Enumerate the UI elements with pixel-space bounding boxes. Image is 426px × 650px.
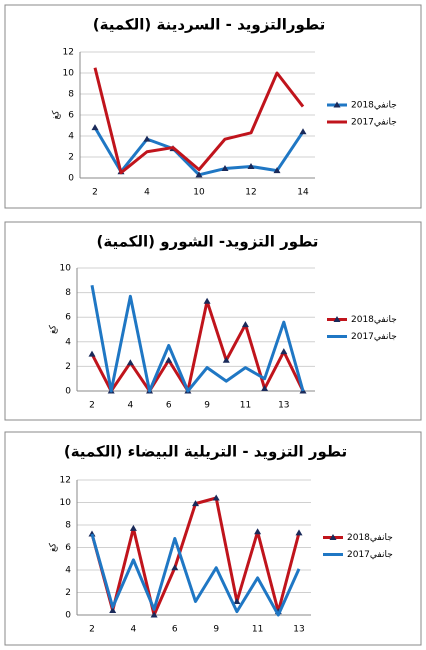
x-tick-label: 6 xyxy=(172,625,178,635)
legend-marker xyxy=(329,534,337,540)
chart-title: تطور التزويد - التريلية البيضاء (الكمية) xyxy=(64,443,347,461)
y-tick-label: 10 xyxy=(63,69,75,79)
point-marker xyxy=(261,385,269,392)
x-tick-label: 10 xyxy=(193,188,205,198)
point-marker xyxy=(129,524,137,531)
y-tick-label: 2 xyxy=(65,362,71,372)
point-marker xyxy=(221,165,229,172)
y-tick-label: 4 xyxy=(68,132,74,142)
point-marker xyxy=(109,607,117,613)
y-tick-label: 8 xyxy=(65,521,71,531)
y-tick-label: 0 xyxy=(68,174,74,184)
y-tick-label: 4 xyxy=(65,566,71,576)
point-marker xyxy=(126,359,134,366)
chart-title: تطورالتزويد - السردينة (الكمية) xyxy=(93,16,325,34)
legend-marker xyxy=(333,316,341,322)
x-tick-label: 14 xyxy=(297,188,309,198)
y-tick-label: 8 xyxy=(65,288,71,298)
x-tick-label: 2 xyxy=(92,188,98,198)
y-tick-label: 10 xyxy=(60,264,72,274)
chart-frame xyxy=(4,4,422,209)
legend-label: جانفي2018 xyxy=(351,315,397,325)
point-marker xyxy=(299,128,307,135)
x-tick-label: 11 xyxy=(252,625,263,635)
y-tick-label: 0 xyxy=(65,611,71,621)
legend-label: جانفي2018 xyxy=(351,101,397,111)
y-tick-label: 6 xyxy=(68,111,74,121)
x-tick-label: 2 xyxy=(89,625,95,635)
x-tick-label: 13 xyxy=(293,625,304,635)
point-marker xyxy=(273,167,281,174)
point-marker xyxy=(212,494,220,501)
y-tick-label: 2 xyxy=(65,588,71,598)
legend-label: جانفي2018 xyxy=(347,533,393,543)
x-tick-label: 4 xyxy=(127,401,133,411)
y-axis-label: كغ xyxy=(52,110,62,120)
series-line xyxy=(90,284,305,393)
chart-frame xyxy=(4,431,422,646)
point-marker xyxy=(222,356,230,363)
x-tick-label: 6 xyxy=(166,401,172,411)
x-tick-label: 12 xyxy=(245,188,256,198)
x-tick-label: 11 xyxy=(240,401,251,411)
series-line xyxy=(93,67,305,175)
point-marker xyxy=(143,135,151,142)
point-marker xyxy=(280,348,288,355)
x-tick-label: 13 xyxy=(278,401,289,411)
point-marker xyxy=(203,297,211,304)
legend-marker xyxy=(333,101,341,108)
series-line xyxy=(90,533,301,617)
point-marker xyxy=(165,356,173,363)
point-marker xyxy=(192,500,199,507)
y-tick-label: 2 xyxy=(68,153,74,163)
point-marker xyxy=(195,171,203,178)
point-marker xyxy=(91,124,99,131)
legend-label: جانفي2017 xyxy=(347,550,393,560)
series-line xyxy=(90,299,305,393)
y-tick-label: 8 xyxy=(68,90,74,100)
point-marker xyxy=(150,611,158,618)
point-marker xyxy=(171,564,179,571)
y-axis-label: كغ xyxy=(49,542,59,552)
y-axis-label: كغ xyxy=(49,324,59,334)
point-marker xyxy=(241,321,249,328)
x-tick-label: 9 xyxy=(213,625,219,635)
x-tick-label: 4 xyxy=(131,625,137,635)
point-marker xyxy=(295,529,303,536)
point-marker xyxy=(247,162,255,169)
x-tick-label: 2 xyxy=(89,401,95,411)
y-tick-label: 4 xyxy=(65,337,71,347)
y-tick-label: 0 xyxy=(65,387,71,397)
chart-title: تطور التزويد- الشورو (الكمية) xyxy=(97,233,319,251)
point-marker xyxy=(254,528,262,535)
y-tick-label: 12 xyxy=(63,48,74,58)
point-marker xyxy=(233,598,241,604)
y-tick-label: 12 xyxy=(60,476,71,486)
y-tick-label: 6 xyxy=(65,543,71,553)
legend-label: جانفي2017 xyxy=(351,118,397,128)
y-tick-label: 6 xyxy=(65,313,71,323)
legend-label: جانفي2017 xyxy=(351,332,397,342)
x-tick-label: 9 xyxy=(204,401,210,411)
y-tick-label: 10 xyxy=(60,498,72,508)
x-tick-label: 4 xyxy=(144,188,150,198)
point-marker xyxy=(88,350,96,357)
